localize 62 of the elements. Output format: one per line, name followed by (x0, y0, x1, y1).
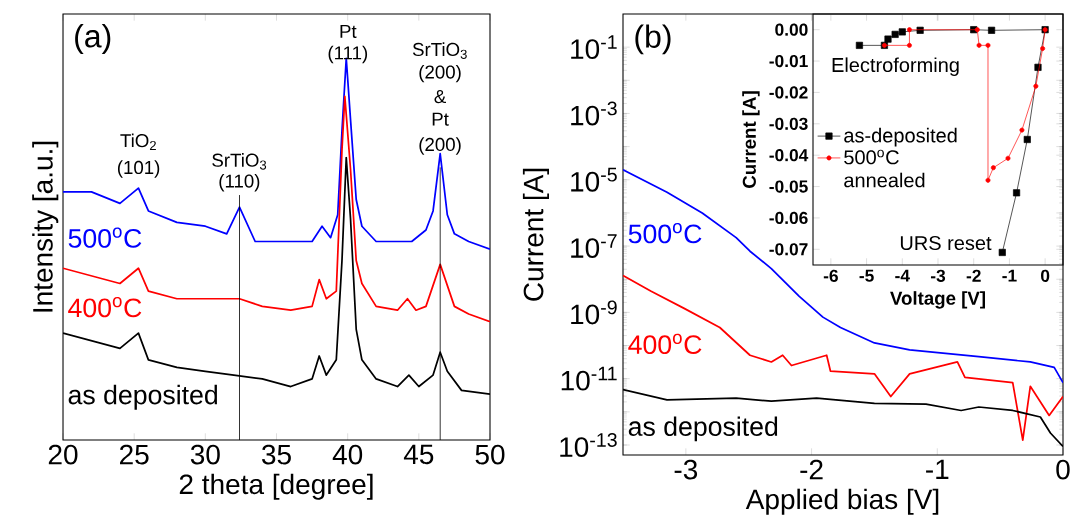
annotation: (200) (419, 137, 461, 155)
y-tick-label: -0.02 (769, 86, 808, 99)
annotation: Electroforming (832, 57, 959, 77)
x-tick-label: -1 (926, 459, 949, 479)
x-tick-label: -3 (674, 459, 698, 480)
x-tick-label: 0 (1041, 269, 1050, 282)
legend-label: 500$^{o}$C annealed (844, 149, 925, 188)
series-label: 500$^{o}$C (68, 227, 142, 248)
series-label: 400$^{o}$C (68, 296, 142, 318)
x-tick-label: -4 (895, 269, 910, 282)
y-tick-label: -0.05 (769, 180, 808, 193)
series-label: as deposited (68, 384, 217, 410)
annotation: (111) (328, 45, 368, 64)
x-tick-label: -1 (1002, 269, 1017, 282)
y-tick-label: 10$^{-5}$ (571, 167, 617, 192)
y-tick-label: 10$^{-3}$ (571, 101, 617, 126)
series-label: 400$^{o}$C (628, 333, 702, 355)
y-tick-label: -0.01 (769, 54, 808, 68)
y-tick-label: 0.00 (775, 23, 808, 36)
annotation: URS reset (900, 235, 992, 251)
legend-label: as-deposited (844, 127, 957, 147)
x-tick-label: 30 (190, 444, 220, 465)
annotation: SrTiO$_{3}$ (212, 153, 267, 170)
x-tick-label: -6 (823, 269, 838, 282)
annotation: TiO$_{2}$ (120, 133, 156, 150)
text: Pt (340, 24, 357, 38)
y-axis-title: Intensity [a.u.] (32, 141, 59, 312)
text: (a) (75, 24, 111, 54)
x-axis-title: Voltage [V] (890, 291, 985, 309)
y-tick-label: 10$^{-9}$ (571, 300, 617, 325)
x-tick-label: 45 (403, 444, 434, 465)
y-tick-label: -0.04 (769, 149, 809, 162)
x-tick-label: 35 (262, 444, 291, 465)
x-tick-label: 25 (120, 444, 149, 465)
x-tick-label: -2 (800, 459, 823, 480)
x-tick-label: -2 (966, 269, 981, 282)
annotation: Pt (432, 112, 449, 126)
annotation: (101) (117, 160, 160, 178)
y-tick-label: -0.07 (769, 243, 808, 256)
y-axis-title: Current [A] (742, 91, 760, 188)
series-label: as deposited (628, 416, 778, 442)
y-tick-label: 10$^{-11}$ (561, 366, 617, 391)
x-tick-label: -5 (859, 269, 874, 282)
x-axis-title: Applied bias [V] (745, 488, 939, 515)
x-axis-title: 2 theta [degree] (179, 473, 373, 500)
x-tick-label: 50 (475, 444, 505, 465)
x-tick-label: -3 (930, 269, 946, 282)
y-tick-label: 10$^{-1}$ (571, 35, 617, 60)
y-tick-label: -0.03 (769, 117, 808, 130)
x-tick-label: 0 (1056, 459, 1070, 480)
annotation: SrTiO$_{3}$ (412, 42, 467, 59)
y-tick-label: 10$^{-13}$ (560, 433, 617, 458)
annotation: (b) (635, 24, 671, 55)
x-tick-label: 40 (332, 444, 363, 465)
series-label: 500$^{o}$C (628, 223, 702, 244)
annotation: & (434, 90, 446, 104)
annotation: (110) (219, 173, 260, 192)
y-axis-title: Current [A] (522, 168, 549, 301)
annotation: (200) (419, 64, 461, 83)
y-tick-label: 10$^{-7}$ (571, 234, 617, 258)
y-tick-label: -0.06 (769, 211, 808, 225)
x-tick-label: 20 (48, 444, 78, 465)
